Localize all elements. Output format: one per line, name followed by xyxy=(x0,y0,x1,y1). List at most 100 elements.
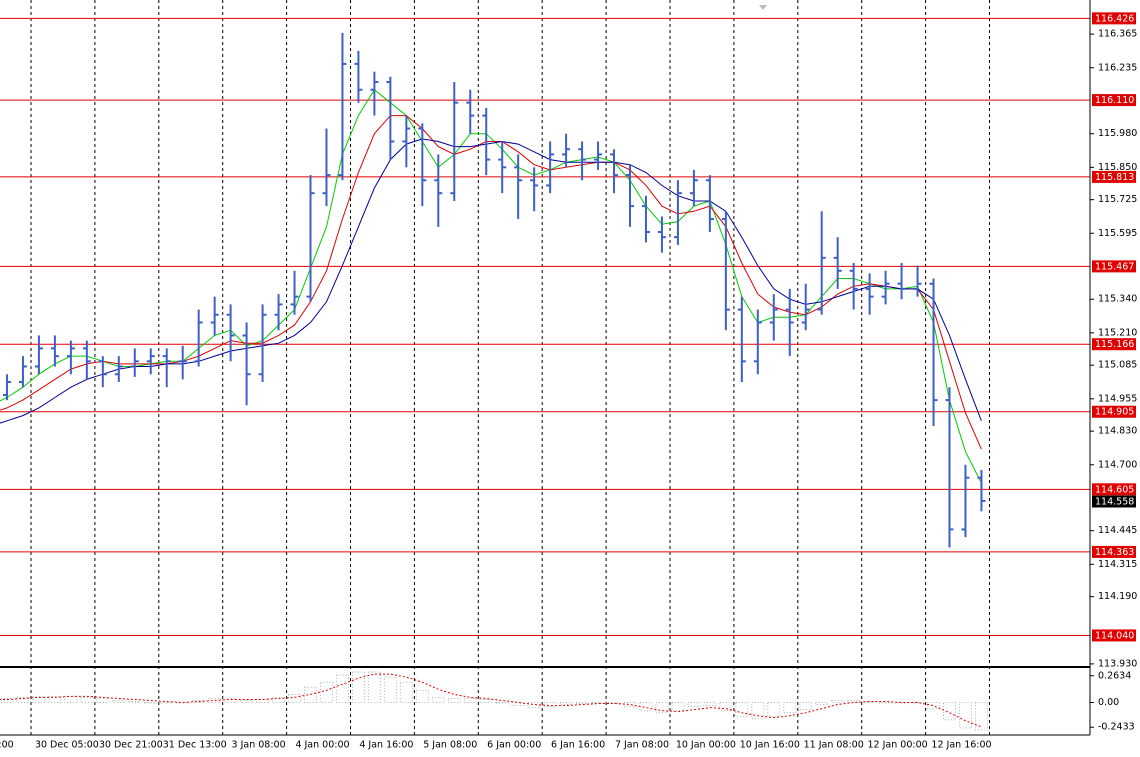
osc-histogram-bar xyxy=(751,702,765,720)
level-label: 115.467 xyxy=(1095,261,1134,272)
shift-marker xyxy=(759,5,767,10)
y-tick-label: 116.365 xyxy=(1098,29,1137,40)
y-tick-label: 115.210 xyxy=(1098,327,1137,338)
x-tick-label: 12 Jan 00:00 xyxy=(868,740,928,751)
level-label: 115.166 xyxy=(1095,339,1134,350)
osc-histogram-bar xyxy=(943,702,956,721)
osc-histogram-bar xyxy=(32,695,46,704)
osc-histogram-bar xyxy=(799,702,813,711)
x-tick-label: 3:00 xyxy=(0,740,14,751)
y-tick-label: 114.190 xyxy=(1098,591,1137,602)
osc-histogram-bar xyxy=(319,681,333,704)
osc-histogram-bar xyxy=(176,702,190,704)
osc-y-tick-label: 0.2634 xyxy=(1098,670,1131,681)
osc-histogram-bar xyxy=(64,695,78,704)
x-tick-label: 10 Jan 00:00 xyxy=(676,740,736,751)
osc-histogram-bar xyxy=(48,695,62,704)
osc-histogram-bar xyxy=(927,702,941,710)
osc-histogram-bar xyxy=(80,696,94,704)
last-price-bg xyxy=(1092,495,1136,508)
osc-histogram-bar xyxy=(304,686,317,704)
osc-histogram-bar xyxy=(272,696,286,704)
osc-signal xyxy=(0,673,982,728)
level-label-bg xyxy=(1092,545,1136,558)
x-tick-label: 4 Jan 00:00 xyxy=(295,740,349,751)
x-tick-label: 6 Jan 16:00 xyxy=(551,740,605,751)
level-label-bg xyxy=(1092,260,1136,273)
x-tick-label: 31 Dec 13:00 xyxy=(163,740,227,751)
osc-histogram-bar xyxy=(863,701,877,704)
y-tick-label: 114.830 xyxy=(1098,426,1137,437)
level-label-bg xyxy=(1092,405,1136,418)
y-tick-label: 115.850 xyxy=(1098,162,1137,173)
osc-histogram-bar xyxy=(671,702,685,712)
osc-histogram-bar xyxy=(831,699,845,704)
osc-histogram-bar xyxy=(431,696,445,704)
osc-histogram-bar xyxy=(0,697,14,704)
level-label-bg xyxy=(1092,629,1136,642)
level-label-bg xyxy=(1092,338,1136,351)
osc-histogram-bar xyxy=(719,702,733,712)
level-label: 115.813 xyxy=(1095,172,1134,183)
osc-histogram-bar xyxy=(527,702,541,709)
osc-histogram-bar xyxy=(96,697,110,704)
x-tick-label: 7 Jan 08:00 xyxy=(615,740,669,751)
x-tick-label: 10 Jan 16:00 xyxy=(740,740,800,751)
y-tick-label: 115.725 xyxy=(1098,194,1137,205)
level-label-bg xyxy=(1092,12,1136,25)
osc-histogram-bar xyxy=(128,701,142,704)
osc-histogram-bar xyxy=(112,699,126,704)
y-tick-label: 115.595 xyxy=(1098,228,1137,239)
osc-histogram-bar xyxy=(543,702,557,708)
osc-histogram-bar xyxy=(240,699,254,704)
x-tick-label: 4 Jan 16:00 xyxy=(359,740,413,751)
osc-histogram-bar xyxy=(879,702,893,704)
level-label: 114.905 xyxy=(1095,407,1134,418)
osc-histogram-bar xyxy=(288,693,302,704)
x-tick-label: 11 Jan 08:00 xyxy=(804,740,864,751)
osc-histogram-bar xyxy=(687,702,701,708)
osc-histogram-bar xyxy=(958,702,972,729)
y-tick-label: 114.955 xyxy=(1098,393,1137,404)
y-tick-label: 113.930 xyxy=(1098,658,1137,669)
x-tick-label: 12 Jan 16:00 xyxy=(931,740,991,751)
osc-histogram-bar xyxy=(16,696,30,704)
osc-histogram-bar xyxy=(256,698,270,704)
osc-histogram-bar xyxy=(735,702,749,718)
osc-histogram-bar xyxy=(974,702,988,731)
x-tick-label: 30 Dec 21:00 xyxy=(99,740,163,751)
osc-histogram-bar xyxy=(160,702,174,704)
level-label-bg xyxy=(1092,483,1136,496)
last-price-label: 114.558 xyxy=(1095,496,1134,507)
y-tick-label: 115.980 xyxy=(1098,128,1137,139)
osc-histogram-bar xyxy=(447,697,461,704)
level-label: 116.110 xyxy=(1095,95,1134,106)
osc-histogram-bar xyxy=(655,702,669,714)
osc-histogram-bar xyxy=(495,702,509,704)
x-tick-label: 6 Jan 00:00 xyxy=(487,740,541,751)
level-label-bg xyxy=(1092,94,1136,107)
osc-histogram-bar xyxy=(783,702,797,714)
osc-histogram-bar xyxy=(192,699,206,704)
x-tick-label: 3 Jan 08:00 xyxy=(232,740,286,751)
osc-histogram-bar xyxy=(208,697,222,704)
osc-histogram-bar xyxy=(591,702,605,704)
osc-histogram-bar xyxy=(815,702,829,706)
osc-y-tick-label: -0.2433 xyxy=(1098,722,1135,733)
osc-histogram-bar xyxy=(479,698,493,704)
level-label: 114.040 xyxy=(1095,630,1134,641)
osc-histogram-bar xyxy=(511,702,525,707)
osc-histogram-bar xyxy=(847,699,861,704)
osc-histogram-bar xyxy=(399,681,413,704)
level-label: 116.426 xyxy=(1095,13,1134,24)
osc-histogram-bar xyxy=(559,702,573,706)
y-tick-label: 115.340 xyxy=(1098,294,1137,305)
osc-histogram-bar xyxy=(351,671,365,704)
level-label: 114.363 xyxy=(1095,547,1134,558)
osc-histogram-bar xyxy=(607,702,621,705)
osc-histogram-bar xyxy=(367,671,381,704)
osc-histogram-bar xyxy=(703,702,717,707)
level-label: 114.605 xyxy=(1095,484,1134,495)
